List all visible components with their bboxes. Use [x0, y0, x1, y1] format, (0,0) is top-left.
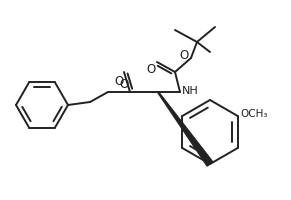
Text: O: O	[119, 78, 129, 91]
Text: O: O	[147, 63, 156, 76]
Text: NH: NH	[182, 86, 199, 96]
Polygon shape	[158, 92, 213, 166]
Text: OCH₃: OCH₃	[241, 109, 268, 119]
Text: O: O	[179, 49, 189, 62]
Text: O: O	[114, 75, 124, 88]
